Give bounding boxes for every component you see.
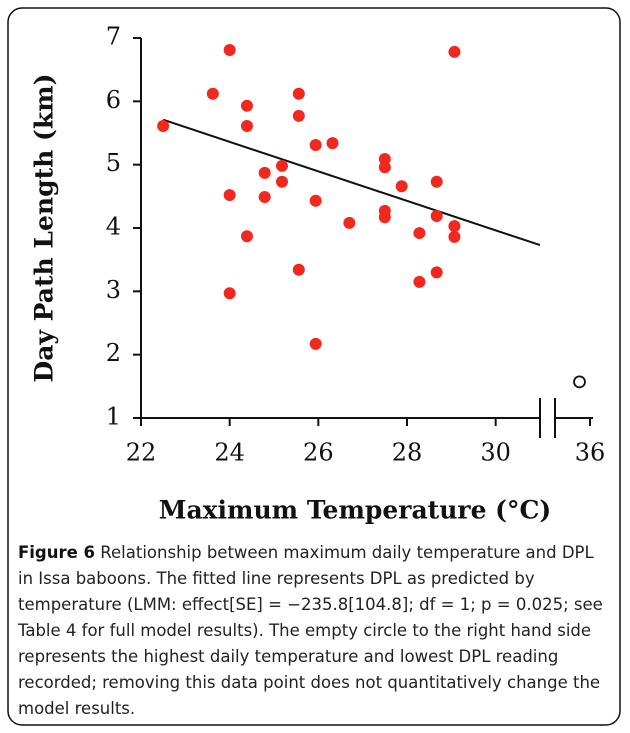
y-tick-label: 5 — [106, 149, 121, 177]
data-point — [258, 190, 271, 203]
data-point — [378, 152, 391, 165]
figure-border — [7, 7, 621, 726]
data-point — [430, 209, 443, 222]
data-point — [292, 87, 305, 100]
data-point — [326, 137, 339, 150]
x-tick-label: 28 — [392, 439, 423, 467]
y-tick-label: 1 — [106, 403, 121, 431]
y-tick-label: 6 — [106, 86, 121, 114]
y-axis-label: Day Path Length (km) — [30, 74, 59, 383]
data-point — [240, 99, 253, 112]
data-point — [309, 337, 322, 350]
data-point — [292, 109, 305, 122]
x-tick-label: 24 — [214, 439, 245, 467]
data-point — [206, 87, 219, 100]
data-point — [223, 189, 236, 202]
y-tick-label: 4 — [106, 213, 121, 241]
caption: Figure 6 Relationship between maximum da… — [18, 540, 613, 722]
x-tick-label: 22 — [126, 439, 157, 467]
x-axis-label: Maximum Temperature (°C) — [159, 496, 551, 525]
y-tick-label: 2 — [106, 339, 121, 367]
y-tick-label: 7 — [106, 23, 121, 51]
data-point — [378, 161, 391, 174]
x-tick-label: 36 — [575, 439, 606, 467]
data-point — [240, 230, 253, 243]
caption-label: Figure 6 — [18, 543, 96, 562]
data-point — [275, 175, 288, 188]
data-point — [343, 216, 356, 229]
x-tick-label: 26 — [303, 439, 334, 467]
data-point — [223, 44, 236, 57]
data-point — [309, 194, 322, 207]
data-point — [448, 230, 461, 243]
data-point — [395, 180, 408, 193]
data-point — [292, 263, 305, 276]
data-point — [413, 227, 426, 240]
data-point — [430, 175, 443, 188]
data-point — [275, 159, 288, 172]
data-point — [448, 45, 461, 58]
data-point — [448, 220, 461, 233]
data-point — [258, 166, 271, 179]
data-point — [309, 139, 322, 152]
data-point — [240, 120, 253, 133]
data-point — [413, 275, 426, 288]
y-tick-label: 3 — [106, 276, 121, 304]
data-point — [430, 266, 443, 279]
outlier-point — [573, 375, 586, 389]
data-point — [157, 120, 170, 133]
x-tick-label: 30 — [480, 439, 511, 467]
fit-line — [162, 118, 541, 247]
data-point — [378, 211, 391, 224]
caption-text: Relationship between maximum daily tempe… — [18, 543, 603, 718]
data-point — [223, 287, 236, 300]
